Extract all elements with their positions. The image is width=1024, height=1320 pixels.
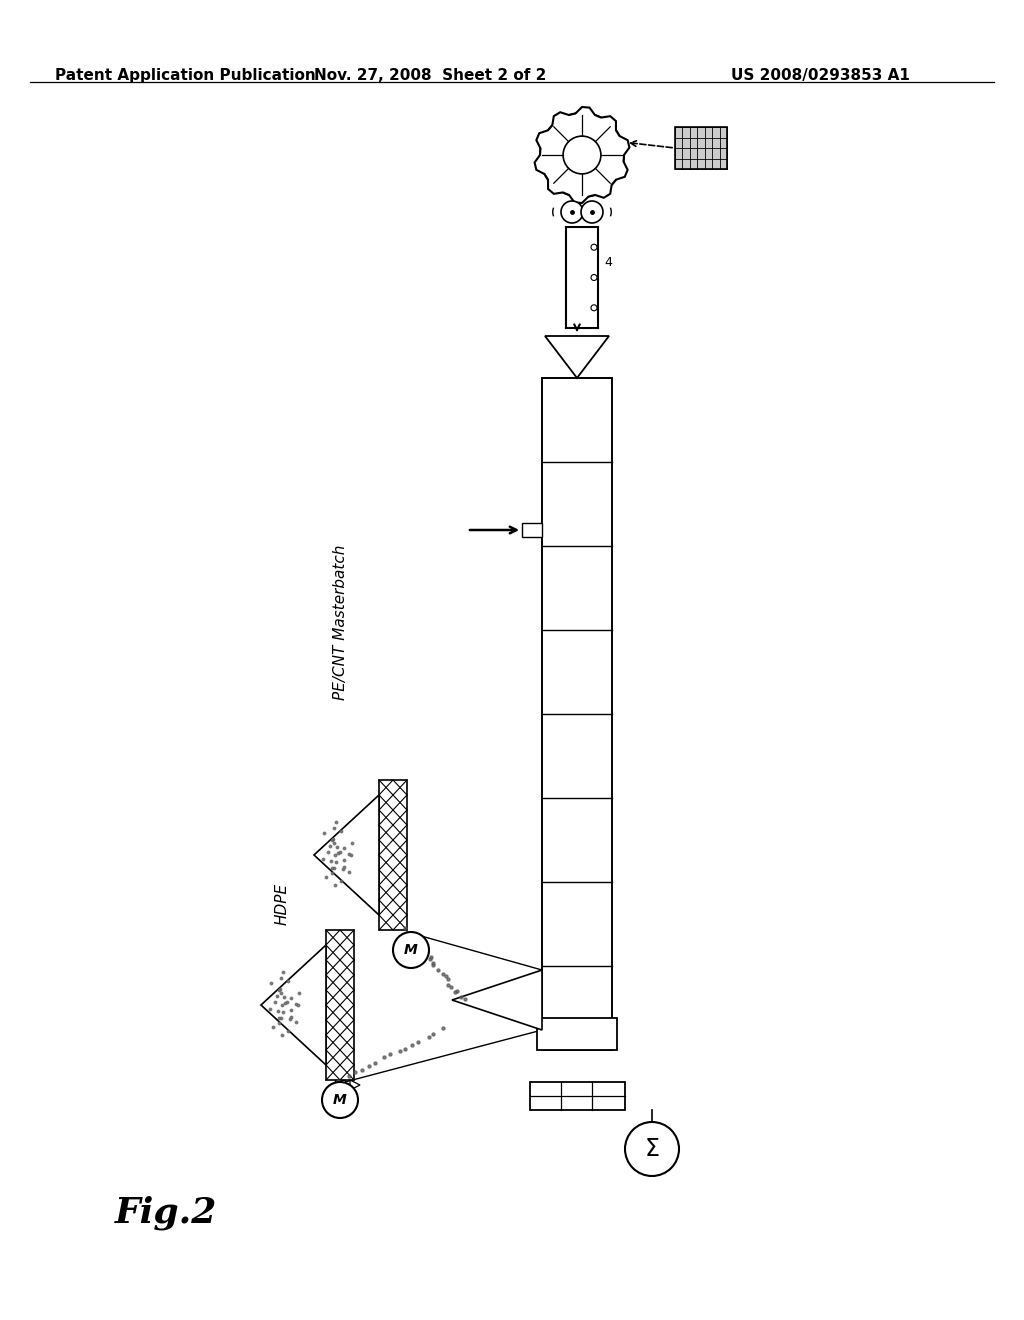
Circle shape xyxy=(624,150,634,160)
Bar xyxy=(326,931,354,1080)
Circle shape xyxy=(625,1122,679,1176)
Circle shape xyxy=(540,114,624,197)
Text: PE/CNT Masterbatch: PE/CNT Masterbatch xyxy=(334,545,348,700)
Circle shape xyxy=(562,194,572,205)
Text: Fig.2: Fig.2 xyxy=(115,1196,217,1230)
Circle shape xyxy=(530,150,540,160)
Circle shape xyxy=(592,194,601,205)
Polygon shape xyxy=(314,795,379,915)
Circle shape xyxy=(539,123,549,132)
Bar xyxy=(529,1082,625,1110)
Polygon shape xyxy=(535,107,630,203)
Circle shape xyxy=(615,178,625,187)
Circle shape xyxy=(322,1082,358,1118)
Polygon shape xyxy=(350,1080,360,1090)
Text: 4: 4 xyxy=(604,256,612,269)
Circle shape xyxy=(539,178,549,187)
Circle shape xyxy=(615,123,625,132)
Circle shape xyxy=(393,932,429,968)
Circle shape xyxy=(592,106,601,115)
Polygon shape xyxy=(452,970,542,1030)
Circle shape xyxy=(562,106,572,115)
Text: HDPE: HDPE xyxy=(274,883,290,925)
Bar xyxy=(675,127,727,169)
Circle shape xyxy=(591,275,597,281)
Text: M: M xyxy=(333,1093,347,1107)
Text: Nov. 27, 2008  Sheet 2 of 2: Nov. 27, 2008 Sheet 2 of 2 xyxy=(313,69,546,83)
Circle shape xyxy=(591,305,597,310)
Circle shape xyxy=(591,244,597,251)
Text: Σ: Σ xyxy=(644,1137,659,1162)
Bar xyxy=(335,1080,345,1090)
Text: US 2008/0293853 A1: US 2008/0293853 A1 xyxy=(730,69,909,83)
Bar xyxy=(379,780,407,931)
Text: M: M xyxy=(404,942,418,957)
Circle shape xyxy=(581,201,603,223)
Circle shape xyxy=(561,201,583,223)
Circle shape xyxy=(563,136,601,174)
Polygon shape xyxy=(261,945,326,1065)
Bar xyxy=(522,523,542,537)
Text: Patent Application Publication: Patent Application Publication xyxy=(55,69,315,83)
Bar xyxy=(537,1018,617,1049)
Bar xyxy=(542,378,612,1049)
Polygon shape xyxy=(545,337,609,378)
